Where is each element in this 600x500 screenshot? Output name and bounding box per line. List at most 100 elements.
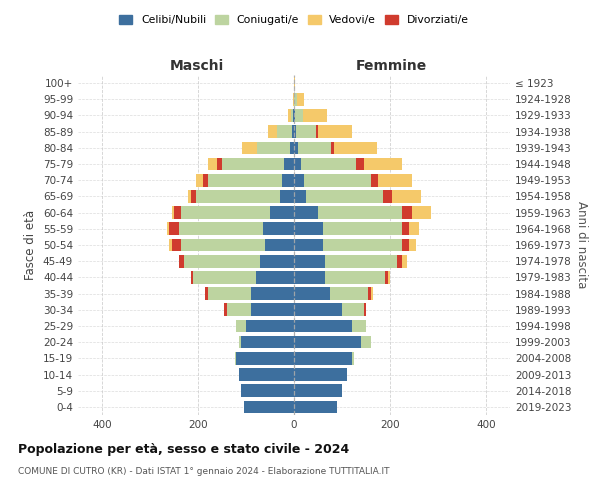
- Bar: [184, 255, 260, 268]
- Bar: [342, 304, 364, 316]
- Bar: [236, 352, 294, 364]
- Bar: [402, 238, 409, 252]
- Bar: [397, 255, 402, 268]
- Bar: [241, 336, 294, 348]
- Bar: [263, 222, 294, 235]
- Bar: [316, 126, 318, 138]
- Bar: [208, 174, 282, 186]
- Bar: [318, 126, 352, 138]
- Bar: [385, 271, 388, 283]
- Bar: [294, 126, 296, 138]
- Bar: [294, 384, 342, 397]
- Bar: [294, 238, 323, 252]
- Bar: [296, 126, 316, 138]
- Bar: [203, 174, 208, 186]
- Text: COMUNE DI CUTRO (KR) - Dati ISTAT 1° gennaio 2024 - Elaborazione TUTTITALIA.IT: COMUNE DI CUTRO (KR) - Dati ISTAT 1° gen…: [18, 468, 389, 476]
- Bar: [331, 142, 334, 154]
- Bar: [294, 190, 306, 202]
- Bar: [294, 304, 342, 316]
- Bar: [290, 142, 294, 154]
- Y-axis label: Anni di nascita: Anni di nascita: [575, 202, 588, 288]
- Bar: [191, 190, 196, 202]
- Bar: [265, 238, 294, 252]
- Text: Maschi: Maschi: [170, 58, 224, 72]
- Bar: [294, 255, 325, 268]
- Bar: [325, 271, 385, 283]
- Bar: [294, 320, 352, 332]
- Bar: [260, 255, 294, 268]
- Bar: [330, 288, 368, 300]
- Bar: [294, 109, 295, 122]
- Bar: [205, 288, 208, 300]
- Bar: [188, 190, 191, 202]
- Bar: [325, 255, 397, 268]
- Bar: [282, 174, 294, 186]
- Bar: [169, 238, 172, 252]
- Bar: [294, 288, 330, 300]
- Bar: [294, 271, 325, 283]
- Bar: [294, 77, 295, 90]
- Bar: [295, 93, 297, 106]
- Bar: [196, 190, 280, 202]
- Bar: [378, 174, 412, 186]
- Bar: [364, 304, 366, 316]
- Bar: [294, 400, 337, 413]
- Bar: [241, 384, 294, 397]
- Bar: [368, 288, 371, 300]
- Bar: [236, 320, 246, 332]
- Bar: [239, 336, 241, 348]
- Bar: [251, 288, 294, 300]
- Bar: [169, 222, 179, 235]
- Bar: [174, 206, 181, 219]
- Bar: [251, 304, 294, 316]
- Legend: Celibi/Nubili, Coniugati/e, Vedovi/e, Divorziati/e: Celibi/Nubili, Coniugati/e, Vedovi/e, Di…: [115, 10, 473, 29]
- Bar: [288, 109, 290, 122]
- Bar: [196, 174, 203, 186]
- Bar: [257, 142, 290, 154]
- Bar: [179, 222, 263, 235]
- Bar: [280, 190, 294, 202]
- Bar: [293, 109, 294, 122]
- Bar: [298, 142, 331, 154]
- Bar: [208, 288, 251, 300]
- Bar: [294, 336, 361, 348]
- Bar: [402, 222, 409, 235]
- Bar: [179, 255, 184, 268]
- Text: Femmine: Femmine: [356, 58, 427, 72]
- Bar: [304, 174, 371, 186]
- Bar: [217, 158, 222, 170]
- Bar: [294, 174, 304, 186]
- Bar: [294, 206, 318, 219]
- Bar: [388, 271, 390, 283]
- Bar: [318, 206, 402, 219]
- Bar: [239, 368, 294, 381]
- Bar: [292, 126, 294, 138]
- Bar: [323, 222, 402, 235]
- Bar: [294, 142, 298, 154]
- Bar: [242, 142, 257, 154]
- Bar: [402, 255, 407, 268]
- Y-axis label: Fasce di età: Fasce di età: [25, 210, 37, 280]
- Bar: [270, 206, 294, 219]
- Bar: [297, 93, 304, 106]
- Bar: [235, 352, 236, 364]
- Bar: [227, 304, 251, 316]
- Bar: [356, 158, 364, 170]
- Bar: [352, 352, 354, 364]
- Bar: [294, 368, 347, 381]
- Bar: [334, 142, 377, 154]
- Bar: [246, 320, 294, 332]
- Bar: [181, 206, 270, 219]
- Bar: [371, 174, 378, 186]
- Bar: [167, 222, 169, 235]
- Bar: [294, 158, 301, 170]
- Bar: [294, 352, 352, 364]
- Bar: [284, 158, 294, 170]
- Bar: [244, 400, 294, 413]
- Bar: [222, 158, 284, 170]
- Text: Popolazione per età, sesso e stato civile - 2024: Popolazione per età, sesso e stato civil…: [18, 442, 349, 456]
- Bar: [306, 190, 383, 202]
- Bar: [352, 320, 366, 332]
- Bar: [208, 158, 217, 170]
- Bar: [224, 304, 227, 316]
